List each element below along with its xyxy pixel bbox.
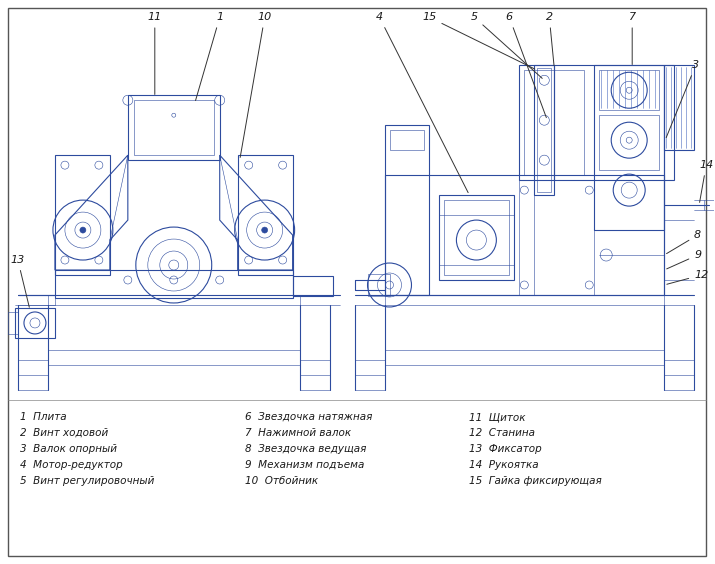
Bar xyxy=(524,70,584,175)
Text: 14  Рукоятка: 14 Рукоятка xyxy=(470,460,539,470)
Bar xyxy=(128,95,220,160)
Text: 9  Механизм подъема: 9 Механизм подъема xyxy=(245,460,364,470)
Text: 9: 9 xyxy=(666,250,701,269)
Text: 2: 2 xyxy=(546,12,554,65)
Bar xyxy=(599,70,659,110)
Text: 8: 8 xyxy=(666,230,701,254)
Bar xyxy=(537,68,551,192)
Text: 6: 6 xyxy=(506,12,546,118)
Bar xyxy=(390,130,425,150)
Text: 3: 3 xyxy=(666,60,699,138)
Text: 12  Станина: 12 Станина xyxy=(470,428,536,438)
Bar xyxy=(368,274,390,296)
Text: 10: 10 xyxy=(240,12,272,157)
Text: 6  Звездочка натяжная: 6 Звездочка натяжная xyxy=(245,412,372,422)
Text: 11: 11 xyxy=(148,12,162,94)
Text: 13  Фиксатор: 13 Фиксатор xyxy=(470,444,542,454)
Circle shape xyxy=(262,227,267,233)
Circle shape xyxy=(80,227,86,233)
Text: 5  Винт регулировочный: 5 Винт регулировочный xyxy=(20,476,154,486)
Text: 4  Мотор-редуктор: 4 Мотор-редуктор xyxy=(20,460,123,470)
Text: 7  Нажимной валок: 7 Нажимной валок xyxy=(245,428,351,438)
Text: 2  Винт ходовой: 2 Винт ходовой xyxy=(20,428,108,438)
Bar xyxy=(599,115,659,170)
Text: 10  Отбойник: 10 Отбойник xyxy=(245,476,317,486)
Text: 5: 5 xyxy=(471,12,542,78)
Bar xyxy=(15,308,55,338)
Bar xyxy=(519,65,674,180)
Text: 15: 15 xyxy=(423,12,535,69)
Text: 13: 13 xyxy=(11,255,29,307)
Text: 8  Звездочка ведущая: 8 Звездочка ведущая xyxy=(245,444,366,454)
Bar xyxy=(237,155,292,275)
Text: 7: 7 xyxy=(628,12,636,64)
Bar xyxy=(55,155,110,275)
Text: 12: 12 xyxy=(667,270,709,284)
Text: 4: 4 xyxy=(376,12,468,193)
Bar xyxy=(385,125,430,295)
Bar xyxy=(594,65,664,230)
Text: 1  Плита: 1 Плита xyxy=(20,412,66,422)
Bar xyxy=(55,270,292,298)
Bar xyxy=(385,175,664,295)
Bar xyxy=(440,195,514,280)
Bar xyxy=(534,65,554,195)
Text: 3  Валок опорный: 3 Валок опорный xyxy=(20,444,117,454)
Bar xyxy=(292,276,332,296)
Text: 14: 14 xyxy=(699,160,714,202)
Text: 15  Гайка фиксирующая: 15 Гайка фиксирующая xyxy=(470,476,602,486)
Bar xyxy=(8,312,18,334)
Bar xyxy=(445,200,509,275)
Text: 1: 1 xyxy=(195,12,223,100)
Bar xyxy=(134,100,214,155)
Text: 11  Щиток: 11 Щиток xyxy=(470,412,526,422)
Bar xyxy=(664,65,694,150)
